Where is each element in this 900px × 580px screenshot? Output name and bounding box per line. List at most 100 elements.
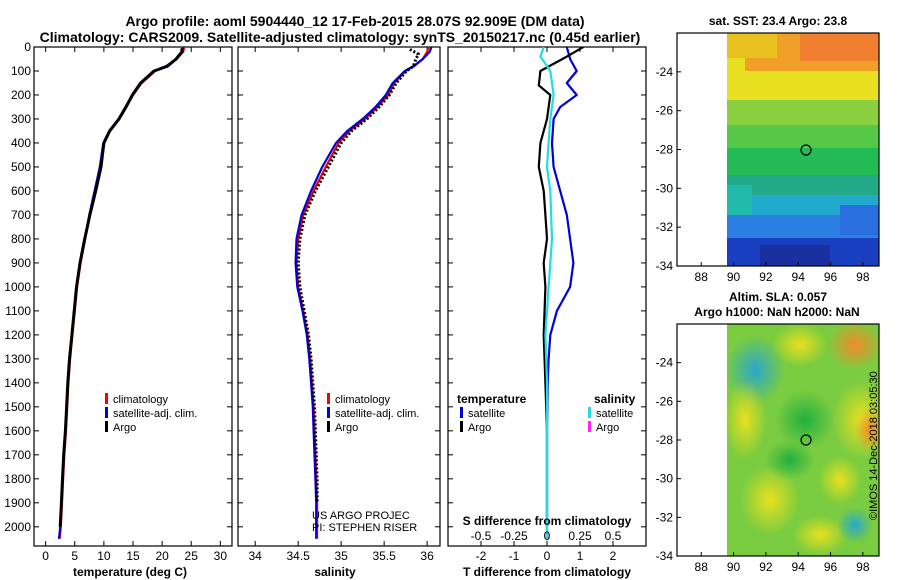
legend-argo-label: Argo: [335, 422, 358, 434]
map-x-tick-label: 96: [824, 560, 838, 574]
map-x-tick-label: 92: [759, 270, 773, 284]
legend-swatch-climatology: [105, 393, 108, 404]
temperature-panel: 0100200300400500600700800900100011001200…: [4, 40, 233, 579]
salinity-x-label: salinity: [314, 565, 356, 579]
argo-location-marker: [800, 434, 812, 446]
s-tick-label: -0.5: [471, 529, 492, 543]
sst-map-panel: sat. SST: 23.4 Argo: 23.8 88 90 92 94 96 98 -2…: [656, 14, 880, 284]
legend-salinity-title: salinity: [594, 392, 636, 406]
difference-legend: temperature satellite Argo salinity sate…: [457, 392, 636, 434]
map-x-tick-label: 98: [856, 560, 870, 574]
argo-location-marker: [800, 144, 812, 156]
depth-tick-label: 1400: [4, 376, 31, 390]
x-tick-label: 35: [334, 549, 348, 563]
map-y-tick-label: -24: [656, 65, 674, 79]
map-y-tick-label: -34: [656, 259, 674, 273]
map-y-tick-label: -32: [656, 510, 674, 524]
series-line-argo: [58, 48, 184, 527]
legend-swatch-t-satellite: [460, 407, 463, 418]
x-tick-label: 10: [97, 549, 111, 563]
credit-pi: PI: STEPHEN RISER: [312, 522, 417, 534]
map-y-tick-label: -28: [656, 143, 674, 157]
legend-temperature-title: temperature: [457, 392, 527, 406]
salinity-panel: 34 34.5 35 35.5 36 salinity climatology sate…: [237, 46, 441, 579]
legend-s-argo-label: Argo: [596, 422, 619, 434]
series-line-satellite-adj-clim-: [294, 47, 433, 539]
legend-t-satellite-label: satellite: [468, 408, 505, 420]
map-y-tick-label: -28: [656, 433, 674, 447]
map-x-tick-label: 94: [792, 270, 806, 284]
credit-project: US ARGO PROJEC: [312, 510, 410, 522]
map-y-tick-label: -30: [656, 472, 674, 486]
imos-timestamp: ©IMOS 14-Dec-2018 03:05:30: [868, 371, 880, 520]
difference-depth-ticks: [448, 46, 646, 528]
series-line-s-satellite: [539, 47, 555, 539]
depth-tick-label: 1000: [4, 280, 31, 294]
legend-argo-label: Argo: [113, 422, 136, 434]
map-y-tick-label: -26: [656, 394, 674, 408]
difference-x-label: T difference from climatology: [463, 565, 631, 579]
legend-swatch-t-argo: [460, 421, 463, 432]
x-tick-label: 20: [155, 549, 169, 563]
legend-swatch-satellite: [105, 407, 108, 418]
salinity-lines: [294, 47, 433, 539]
depth-tick-label: 300: [11, 112, 31, 126]
sla-map-subtitle: Argo h1000: NaN h2000: NaN: [694, 305, 859, 319]
depth-tick-label: 700: [11, 208, 31, 222]
depth-tick-label: 1100: [5, 304, 31, 318]
depth-tick-label: 1300: [4, 352, 31, 366]
difference-panel: -2 -1 0 1 2 T difference from climatology S …: [447, 46, 647, 579]
x-tick-label: 34.5: [286, 549, 310, 563]
depth-tick-label: 400: [11, 136, 31, 150]
legend-satellite-label: satellite-adj. clim.: [335, 408, 419, 420]
s-tick-label: 0.5: [605, 529, 622, 543]
legend-swatch-argo: [105, 421, 108, 432]
s-difference-label: S difference from climatology: [463, 514, 632, 528]
legend-swatch-climatology: [327, 393, 330, 404]
x-tick-label: 15: [126, 549, 140, 563]
x-tick-label: -2: [476, 549, 487, 563]
sla-map-title: Altim. SLA: 0.057: [729, 290, 827, 304]
series-line-t-argo: [537, 47, 584, 527]
depth-tick-label: 1500: [4, 400, 31, 414]
map-y-tick-label: -32: [656, 220, 674, 234]
s-difference-tick-labels: -0.5 -0.25 0 0.25 0.5: [471, 529, 622, 543]
x-tick-label: 2: [610, 549, 617, 563]
s-tick-label: 0: [544, 529, 551, 543]
legend-swatch-s-argo: [588, 421, 591, 432]
s-tick-label: 0.25: [568, 529, 592, 543]
depth-tick-label: 200: [11, 88, 31, 102]
sla-map-panel: Altim. SLA: 0.057 Argo h1000: NaN h2000:…: [656, 290, 880, 574]
x-tick-label: 0: [544, 549, 551, 563]
legend-climatology-label: climatology: [335, 394, 391, 406]
title-line-1: Argo profile: aoml 5904440_12 17-Feb-201…: [125, 13, 584, 29]
legend-climatology-label: climatology: [113, 394, 169, 406]
sst-map-axes: 88 90 92 94 96 98 -24 -26 -28 -30 -32 -34: [656, 65, 870, 284]
s-tick-label: -0.25: [500, 529, 528, 543]
depth-tick-label: 100: [11, 64, 31, 78]
x-tick-label: 35.5: [372, 549, 396, 563]
x-tick-label: 1: [577, 549, 584, 563]
sst-heatmap: [727, 33, 879, 266]
legend-satellite-label: satellite-adj. clim.: [113, 408, 197, 420]
x-tick-label: -1: [509, 549, 520, 563]
map-y-tick-label: -24: [656, 356, 674, 370]
legend-t-argo-label: Argo: [468, 422, 491, 434]
map-x-tick-label: 98: [856, 270, 870, 284]
depth-axis: 0 100 200 300 400 500 600 700 800 900 1000 1100 1200…: [4, 40, 232, 534]
temperature-lines: [57, 47, 186, 539]
salinity-legend: climatology satellite-adj. clim. Argo: [327, 393, 419, 434]
depth-tick-label: 600: [11, 184, 31, 198]
depth-tick-label: 900: [11, 256, 31, 270]
legend-swatch-s-satellite: [588, 407, 591, 418]
temperature-legend: climatology satellite-adj. clim. Argo: [105, 393, 197, 434]
depth-tick-label: 1800: [4, 472, 31, 486]
sst-map-title: sat. SST: 23.4 Argo: 23.8: [709, 14, 848, 28]
map-x-tick-label: 92: [759, 560, 773, 574]
salinity-x-axis: 34 34.5 35 35.5 36: [249, 47, 434, 563]
legend-s-satellite-label: satellite: [596, 408, 633, 420]
map-y-tick-label: -34: [656, 549, 674, 563]
map-x-tick-label: 88: [695, 560, 709, 574]
depth-tick-label: 1600: [4, 424, 31, 438]
